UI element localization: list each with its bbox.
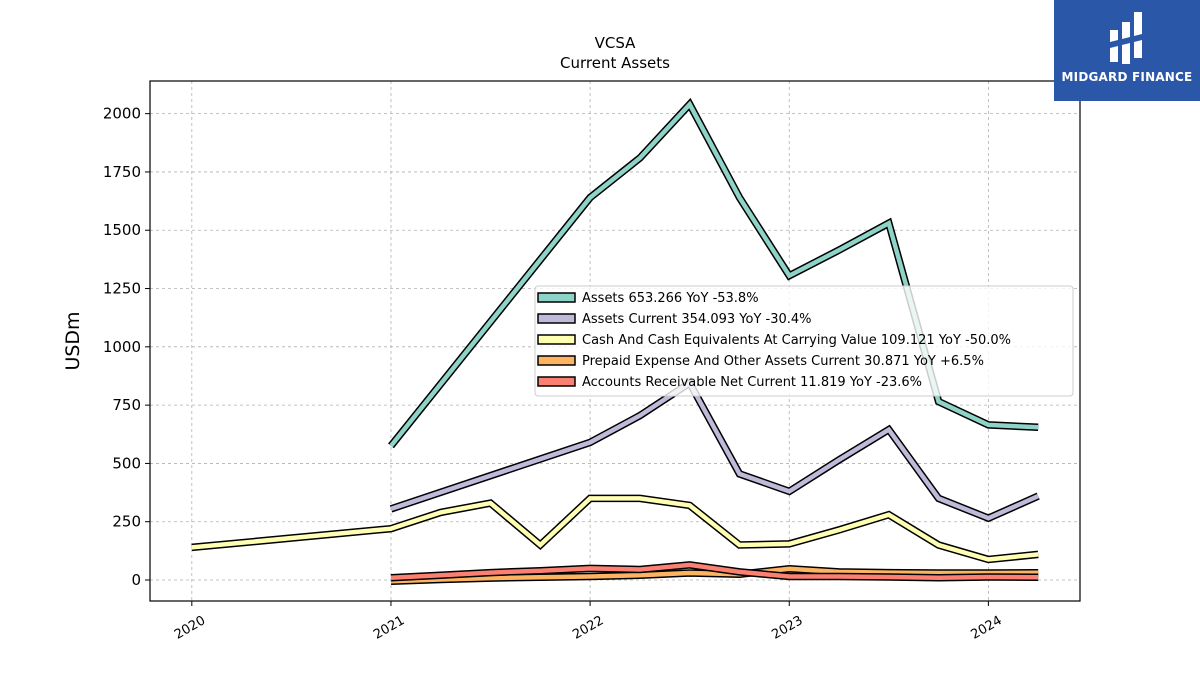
x-tick-label: 2024 bbox=[969, 613, 1005, 643]
legend-swatch bbox=[537, 355, 576, 366]
y-axis-label: USDm bbox=[62, 311, 84, 370]
chart-subtitle: Current Assets bbox=[560, 54, 670, 72]
y-tick-label: 1500 bbox=[103, 221, 141, 239]
chart-title: VCSA bbox=[595, 34, 637, 52]
series-group bbox=[191, 97, 1040, 585]
legend-box bbox=[534, 285, 1074, 397]
series-3 bbox=[191, 494, 1039, 564]
legend-swatch bbox=[537, 292, 576, 303]
legend-label: Assets Current 354.093 YoY -30.4% bbox=[582, 312, 812, 327]
series-line bbox=[390, 566, 1039, 584]
x-tick-label: 2022 bbox=[570, 613, 606, 643]
y-tick-label: 500 bbox=[112, 454, 141, 472]
y-tick-label: 250 bbox=[112, 513, 141, 531]
series-line bbox=[390, 379, 1040, 521]
y-tick-label: 2000 bbox=[103, 105, 141, 123]
legend-label: Accounts Receivable Net Current 11.819 Y… bbox=[582, 375, 922, 390]
legend-label: Assets 653.266 YoY -53.8% bbox=[582, 291, 759, 306]
plot-frame bbox=[149, 80, 1081, 602]
y-tick-label: 0 bbox=[131, 571, 141, 589]
legend-swatch bbox=[537, 334, 576, 345]
legend-swatch bbox=[537, 313, 576, 324]
legend-swatch bbox=[537, 376, 576, 387]
y-tick-label: 1250 bbox=[103, 280, 141, 298]
y-tick-label: 1750 bbox=[103, 163, 141, 181]
y-axis-ticks: 0 250 500 750 1000 1250 1500 1750 2000 bbox=[103, 105, 150, 589]
legend-label: Prepaid Expense And Other Assets Current… bbox=[582, 354, 984, 369]
x-tick-label: 2021 bbox=[371, 613, 407, 643]
series-line bbox=[390, 562, 1039, 580]
legend-label: Cash And Cash Equivalents At Carrying Va… bbox=[582, 333, 1011, 348]
series-2 bbox=[389, 377, 1040, 523]
logo-text: MIDGARD FINANCE bbox=[1061, 70, 1193, 84]
series-line bbox=[191, 496, 1039, 562]
x-tick-label: 2023 bbox=[769, 613, 805, 643]
series-4 bbox=[390, 565, 1039, 585]
y-tick-label: 1000 bbox=[103, 338, 141, 356]
series-line bbox=[389, 100, 1039, 448]
midgard-logo-icon bbox=[1110, 12, 1142, 64]
y-tick-label: 750 bbox=[112, 396, 141, 414]
series-1 bbox=[388, 97, 1039, 449]
midgard-finance-logo: MIDGARD FINANCE bbox=[1054, 0, 1200, 101]
x-axis-ticks: 2020 2021 2022 2023 2024 bbox=[172, 601, 1005, 643]
x-tick-label: 2020 bbox=[172, 613, 208, 643]
series-5 bbox=[390, 561, 1039, 582]
legend: Assets 653.266 YoY -53.8% Assets Current … bbox=[534, 285, 1074, 397]
